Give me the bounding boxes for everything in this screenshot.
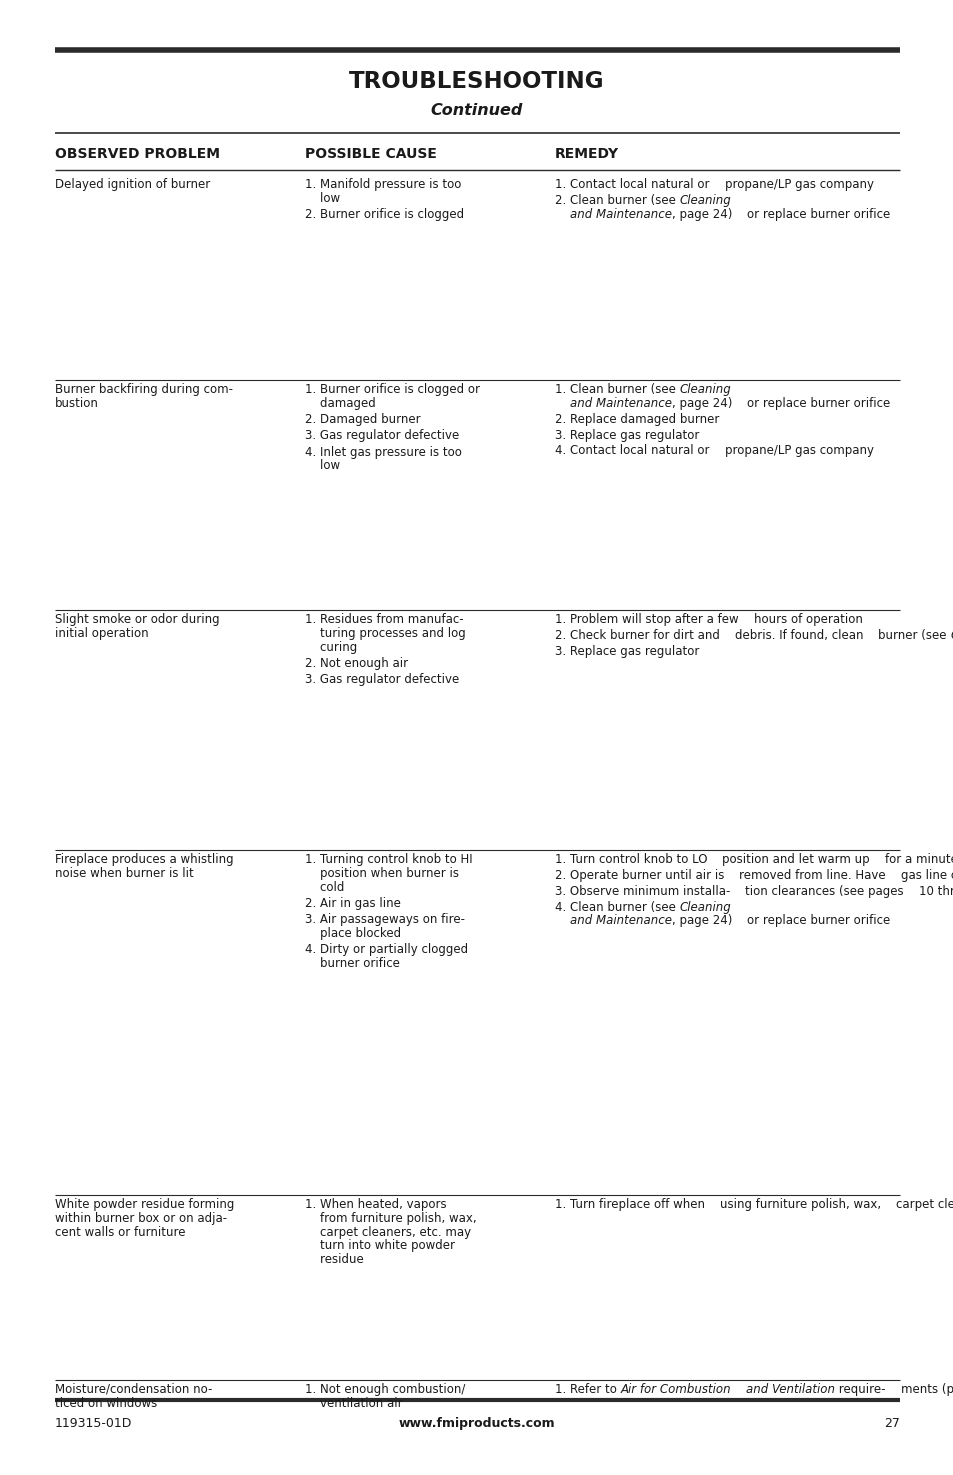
- Text: 1. Not enough combustion/: 1. Not enough combustion/: [305, 1384, 465, 1395]
- Text: 2. Clean burner (see: 2. Clean burner (see: [555, 193, 679, 206]
- Text: , page 24): , page 24): [671, 208, 732, 221]
- Text: 3. Observe minimum installa-: 3. Observe minimum installa-: [555, 885, 730, 898]
- Text: 1. When heated, vapors: 1. When heated, vapors: [305, 1198, 446, 1211]
- Text: turn into white powder: turn into white powder: [305, 1239, 455, 1252]
- Text: low: low: [305, 192, 340, 205]
- Text: Cleaning: Cleaning: [679, 384, 731, 395]
- Text: hours of operation: hours of operation: [738, 614, 862, 625]
- Text: require-: require-: [835, 1384, 884, 1395]
- Text: 27: 27: [883, 1417, 899, 1429]
- Text: damaged: damaged: [305, 397, 375, 410]
- Text: ventilation air: ventilation air: [305, 1397, 402, 1410]
- Text: 1. Turn control knob to LO: 1. Turn control knob to LO: [555, 853, 707, 866]
- Text: 1. Refer to: 1. Refer to: [555, 1384, 620, 1395]
- Text: carpet cleaners, etc. may: carpet cleaners, etc. may: [305, 1226, 471, 1239]
- Text: POSSIBLE CAUSE: POSSIBLE CAUSE: [305, 148, 436, 161]
- Text: 3. Gas regulator defective: 3. Gas regulator defective: [305, 673, 458, 686]
- Text: 2. Air in gas line: 2. Air in gas line: [305, 897, 400, 910]
- Text: 1. Turn fireplace off when: 1. Turn fireplace off when: [555, 1198, 704, 1211]
- Text: Moisture/condensation no-: Moisture/condensation no-: [55, 1384, 213, 1395]
- Text: or replace burner orifice: or replace burner orifice: [732, 914, 890, 928]
- Text: 2. Operate burner until air is: 2. Operate burner until air is: [555, 869, 723, 882]
- Text: 3. Gas regulator defective: 3. Gas regulator defective: [305, 429, 458, 442]
- Text: Cleaning: Cleaning: [679, 901, 731, 913]
- Text: ments (page 6): ments (page 6): [884, 1384, 953, 1395]
- Text: using furniture polish, wax,: using furniture polish, wax,: [704, 1198, 881, 1211]
- Text: propane/LP gas company: propane/LP gas company: [709, 444, 873, 457]
- Text: , page 24): , page 24): [671, 914, 732, 928]
- Text: burner orifice: burner orifice: [305, 957, 399, 971]
- Text: Slight smoke or odor during: Slight smoke or odor during: [55, 614, 219, 625]
- Text: www.fmiproducts.com: www.fmiproducts.com: [398, 1417, 555, 1429]
- Text: TROUBLESHOOTING: TROUBLESHOOTING: [349, 69, 604, 93]
- Text: within burner box or on adja-: within burner box or on adja-: [55, 1212, 227, 1224]
- Text: 4. Clean burner (see: 4. Clean burner (see: [555, 901, 679, 913]
- Text: ticed on windows: ticed on windows: [55, 1397, 157, 1410]
- Text: Continued: Continued: [431, 103, 522, 118]
- Text: 3. Replace gas regulator: 3. Replace gas regulator: [555, 429, 699, 441]
- Text: residue: residue: [305, 1254, 363, 1266]
- Text: 1. Burner orifice is clogged or: 1. Burner orifice is clogged or: [305, 384, 479, 395]
- Text: noise when burner is lit: noise when burner is lit: [55, 867, 193, 879]
- Text: initial operation: initial operation: [55, 627, 149, 640]
- Text: Delayed ignition of burner: Delayed ignition of burner: [55, 178, 210, 190]
- Text: 1. Problem will stop after a few: 1. Problem will stop after a few: [555, 614, 738, 625]
- Text: , page 24): , page 24): [671, 397, 732, 410]
- Text: Cleaning: Cleaning: [679, 193, 731, 206]
- Text: 1. Clean burner (see: 1. Clean burner (see: [555, 384, 679, 395]
- Text: 10 through 13): 10 through 13): [903, 885, 953, 898]
- Text: and Maintenance: and Maintenance: [569, 914, 671, 928]
- Text: 2. Damaged burner: 2. Damaged burner: [305, 413, 420, 426]
- Text: White powder residue forming: White powder residue forming: [55, 1198, 234, 1211]
- Text: 1. Contact local natural or: 1. Contact local natural or: [555, 178, 709, 190]
- Text: REMEDY: REMEDY: [555, 148, 618, 161]
- Text: 3. Replace gas regulator: 3. Replace gas regulator: [555, 645, 699, 658]
- Text: turing processes and log: turing processes and log: [305, 627, 465, 640]
- Text: Air for Combustion: Air for Combustion: [620, 1384, 731, 1395]
- Text: 2. Burner orifice is clogged: 2. Burner orifice is clogged: [305, 208, 464, 221]
- Text: 4. Contact local natural or: 4. Contact local natural or: [555, 444, 709, 457]
- Text: position when burner is: position when burner is: [305, 867, 458, 879]
- Text: carpet cleaners or similar: carpet cleaners or similar: [881, 1198, 953, 1211]
- Text: 119315-01D: 119315-01D: [55, 1417, 132, 1429]
- Text: Fireplace produces a whistling: Fireplace produces a whistling: [55, 853, 233, 866]
- Text: 1. Residues from manufac-: 1. Residues from manufac-: [305, 614, 463, 625]
- Text: and Maintenance: and Maintenance: [569, 397, 671, 410]
- Text: gas line checked by local: gas line checked by local: [885, 869, 953, 882]
- Text: 2. Replace damaged burner: 2. Replace damaged burner: [555, 413, 719, 426]
- Text: and Maintenance: and Maintenance: [569, 208, 671, 221]
- Text: from furniture polish, wax,: from furniture polish, wax,: [305, 1212, 476, 1224]
- Text: tion clearances (see pages: tion clearances (see pages: [730, 885, 903, 898]
- Text: position and let warm up: position and let warm up: [707, 853, 869, 866]
- Text: or replace burner orifice: or replace burner orifice: [732, 208, 890, 221]
- Text: for a minute: for a minute: [869, 853, 953, 866]
- Text: Cleaning and: Cleaning and: [949, 628, 953, 642]
- Text: cold: cold: [305, 881, 344, 894]
- Text: 2. Check burner for dirt and: 2. Check burner for dirt and: [555, 628, 720, 642]
- Text: 4. Dirty or partially clogged: 4. Dirty or partially clogged: [305, 943, 468, 956]
- Text: low: low: [305, 459, 340, 472]
- Text: cent walls or furniture: cent walls or furniture: [55, 1226, 185, 1239]
- Text: 2. Not enough air: 2. Not enough air: [305, 656, 408, 670]
- Text: and Ventilation: and Ventilation: [745, 1384, 835, 1395]
- Text: bustion: bustion: [55, 397, 99, 410]
- Text: debris. If found, clean: debris. If found, clean: [720, 628, 862, 642]
- Text: propane/LP gas company: propane/LP gas company: [709, 178, 873, 190]
- Text: curing: curing: [305, 640, 356, 653]
- Text: 3. Air passageways on fire-: 3. Air passageways on fire-: [305, 913, 464, 926]
- Text: or replace burner orifice: or replace burner orifice: [732, 397, 890, 410]
- Text: OBSERVED PROBLEM: OBSERVED PROBLEM: [55, 148, 220, 161]
- Text: Burner backfiring during com-: Burner backfiring during com-: [55, 384, 233, 395]
- Text: 4. Inlet gas pressure is too: 4. Inlet gas pressure is too: [305, 445, 461, 459]
- Text: 1. Turning control knob to HI: 1. Turning control knob to HI: [305, 853, 472, 866]
- Text: place blocked: place blocked: [305, 926, 400, 940]
- Text: removed from line. Have: removed from line. Have: [723, 869, 885, 882]
- Text: burner (see: burner (see: [862, 628, 949, 642]
- Text: 1. Manifold pressure is too: 1. Manifold pressure is too: [305, 178, 461, 190]
